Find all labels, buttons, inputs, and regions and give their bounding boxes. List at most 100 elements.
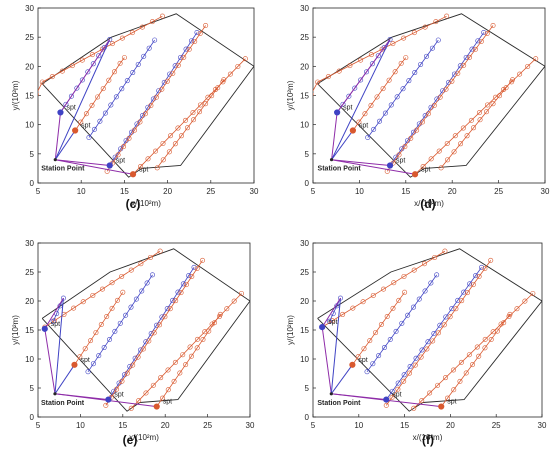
strip-marker	[484, 109, 490, 115]
strip-line	[329, 297, 341, 322]
strip-marker	[135, 61, 141, 67]
strip-marker	[63, 101, 69, 107]
strip-marker	[38, 92, 39, 97]
strip-marker	[503, 85, 509, 91]
axes-box	[312, 7, 546, 184]
strip-marker	[395, 386, 401, 392]
y-tick-label: 0	[305, 179, 310, 188]
spt-point	[71, 361, 78, 368]
strip-marker	[90, 61, 96, 67]
strip-marker	[478, 38, 484, 44]
strip-marker	[167, 133, 173, 139]
strip-marker	[188, 353, 194, 359]
strip-marker	[325, 74, 331, 80]
strip-marker	[194, 345, 200, 351]
flight-path-line	[54, 130, 76, 160]
strip-marker	[461, 289, 467, 295]
strip-line	[366, 274, 438, 373]
strip-marker	[194, 265, 200, 271]
strip-marker	[197, 109, 203, 115]
strip-marker	[191, 117, 197, 123]
spt-point	[41, 325, 48, 332]
spt-label: spt	[81, 123, 90, 130]
strip-marker	[443, 86, 449, 92]
strip-marker	[406, 78, 412, 84]
strip-marker	[130, 70, 136, 76]
strip-marker	[200, 257, 206, 263]
flight-path-line	[331, 112, 338, 160]
strip-marker	[501, 87, 507, 93]
strip-marker	[375, 53, 381, 59]
y-tick-label: 15	[25, 92, 34, 101]
x-axis-label: x/(10²m)	[413, 433, 443, 442]
strip-marker	[139, 24, 145, 30]
strip-marker	[412, 362, 418, 368]
strip-marker	[413, 355, 419, 361]
strip-marker	[191, 264, 197, 270]
strip-marker	[475, 38, 481, 44]
strip-marker	[100, 86, 106, 92]
strip-marker	[525, 63, 531, 69]
strip-marker	[470, 282, 476, 288]
strip-marker	[434, 272, 440, 278]
strip-marker	[138, 261, 144, 267]
flight-path-line	[44, 297, 64, 330]
boundary-line	[41, 248, 250, 412]
strip-marker	[158, 375, 164, 381]
strip-marker	[401, 378, 407, 384]
y-tick-label: 15	[300, 326, 309, 335]
x-tick-label: 15	[400, 421, 409, 430]
spt-point	[438, 403, 445, 410]
y-tick-label: 30	[300, 239, 309, 248]
strip-marker	[109, 305, 115, 311]
strip-marker	[39, 79, 45, 85]
strip-marker	[165, 387, 171, 393]
strip-marker	[186, 46, 192, 52]
y-tick-label: 5	[305, 150, 310, 159]
y-axis-label: y/(10²m)	[11, 315, 20, 345]
strip-marker	[370, 292, 376, 298]
strip-marker	[79, 57, 85, 63]
strip-marker	[452, 133, 458, 139]
strip-marker	[476, 274, 482, 280]
strip-marker	[157, 322, 163, 328]
strip-marker	[90, 361, 96, 367]
strip-marker	[410, 304, 416, 310]
strip-marker	[165, 367, 171, 373]
strip-marker	[368, 52, 374, 58]
strip-line	[321, 250, 446, 328]
strip-marker	[97, 118, 103, 124]
y-tick-label: 25	[25, 33, 34, 42]
strip-marker	[130, 362, 136, 368]
strip-marker	[85, 369, 91, 375]
strip-marker	[200, 336, 206, 342]
strip-marker	[160, 140, 166, 146]
station-point-marker	[329, 392, 333, 396]
strip-marker	[346, 93, 352, 99]
strip-marker	[129, 30, 135, 36]
strip-marker	[450, 367, 456, 373]
y-tick-label: 30	[25, 239, 34, 248]
strip-line	[132, 58, 246, 175]
strip-marker	[387, 36, 393, 42]
strip-marker	[361, 346, 367, 352]
strip-marker	[154, 165, 160, 171]
strip-marker	[77, 354, 83, 360]
strip-marker	[365, 135, 371, 141]
y-tick-label: 15	[25, 326, 34, 335]
strip-marker	[128, 267, 134, 273]
y-tick-label: 5	[305, 384, 310, 393]
strip-marker	[464, 290, 470, 296]
boundary-line	[317, 248, 542, 412]
strip-line	[131, 293, 242, 409]
strip-marker	[350, 305, 356, 311]
strip-marker	[490, 101, 496, 107]
strip-marker	[180, 352, 186, 358]
station-point-marker	[53, 158, 57, 162]
strip-marker	[203, 101, 209, 107]
strip-line	[87, 274, 153, 373]
strip-line	[52, 297, 64, 322]
y-axis-label: y/(10²m)	[286, 315, 295, 345]
strip-marker	[382, 110, 388, 116]
